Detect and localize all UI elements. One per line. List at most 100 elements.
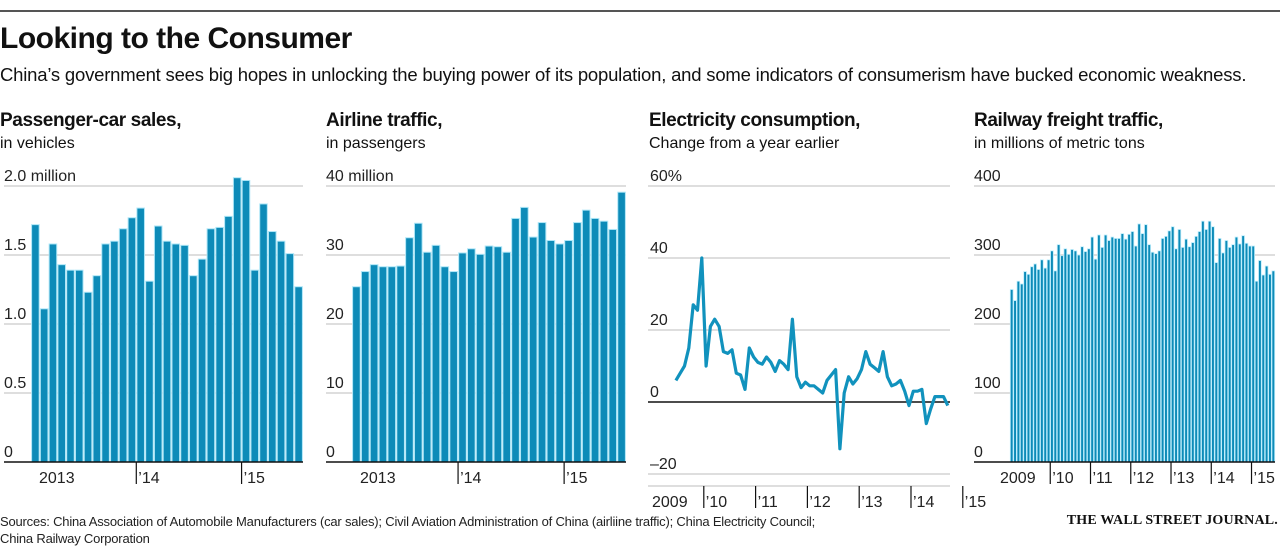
bar xyxy=(1160,238,1165,463)
x-tick-label: ’15 xyxy=(566,470,587,487)
bar xyxy=(127,217,137,463)
bar xyxy=(422,251,432,463)
bar xyxy=(1130,231,1135,463)
bar xyxy=(590,217,600,463)
bar xyxy=(617,191,626,463)
bar xyxy=(1107,240,1111,463)
bar xyxy=(83,291,93,463)
bar xyxy=(440,266,450,463)
y-tick-label: 60% xyxy=(650,168,682,185)
bar xyxy=(101,243,110,463)
electricity-consumption-chart: –20 0 20 40 60% 2009 ’10 ’11 ’12 ’13 ’14 ’15 xyxy=(648,168,986,511)
bar xyxy=(1110,236,1115,463)
x-tick-label: ’14 xyxy=(1213,470,1234,487)
sources-line-2: China Railway Corporation xyxy=(0,531,150,546)
bar xyxy=(1204,229,1209,463)
bar xyxy=(1227,247,1232,463)
bar xyxy=(1154,253,1158,463)
bar xyxy=(1238,243,1242,463)
top-rule xyxy=(0,10,1280,12)
y-tick-label: 20 xyxy=(650,312,668,329)
bar xyxy=(1234,236,1239,463)
bar xyxy=(1214,262,1219,463)
bar xyxy=(1268,273,1272,463)
bar xyxy=(1097,234,1101,463)
bar xyxy=(369,264,379,463)
bar xyxy=(1013,300,1017,463)
bar xyxy=(66,269,75,463)
bar xyxy=(1066,253,1071,463)
bar xyxy=(1063,248,1068,463)
bar xyxy=(1147,244,1151,463)
bar xyxy=(1251,245,1255,463)
bar xyxy=(1060,255,1064,463)
bar xyxy=(276,240,286,463)
y-tick-label: –20 xyxy=(650,456,677,473)
bar xyxy=(599,220,609,463)
x-tick-label: ’14 xyxy=(460,470,481,487)
bar xyxy=(294,286,303,463)
bar xyxy=(1211,226,1215,463)
bar xyxy=(475,253,485,463)
bar xyxy=(1221,252,1225,463)
x-tick-label: ’14 xyxy=(138,470,159,487)
bar xyxy=(1207,220,1212,463)
y-tick-label: 40 million xyxy=(326,168,394,185)
bar xyxy=(458,252,467,463)
bar xyxy=(1087,248,1091,463)
bar xyxy=(162,240,172,463)
bar xyxy=(537,222,547,463)
bar xyxy=(1073,250,1078,463)
bar xyxy=(528,236,538,463)
rail-chart-subtitle: in millions of metric tons xyxy=(974,135,1145,152)
bar xyxy=(1050,250,1054,463)
x-tick-label: ’10 xyxy=(1052,470,1073,487)
y-tick-label: 200 xyxy=(974,306,1001,323)
bar xyxy=(1040,259,1044,463)
car-chart-title: Passenger-car sales, xyxy=(0,110,182,131)
bar xyxy=(57,264,66,463)
bar xyxy=(1231,244,1235,463)
bar xyxy=(241,179,251,463)
bar xyxy=(467,248,476,463)
bar xyxy=(1254,280,1259,463)
bar xyxy=(1023,271,1027,463)
rail-chart-title: Railway freight traffic, xyxy=(974,110,1163,131)
bar xyxy=(1036,269,1041,463)
bar xyxy=(206,228,216,463)
bar xyxy=(1026,273,1031,463)
bar xyxy=(1103,234,1108,463)
bar xyxy=(1167,230,1172,463)
bar xyxy=(1090,236,1094,463)
bar xyxy=(197,258,207,463)
bar xyxy=(1080,246,1084,463)
bar xyxy=(1241,235,1245,463)
bar xyxy=(1261,274,1266,463)
x-tick-label: ’12 xyxy=(809,494,830,511)
bar xyxy=(39,308,49,463)
sources-note: Sources: China Association of Automobile… xyxy=(0,513,815,547)
bar xyxy=(1127,233,1131,463)
bar xyxy=(268,231,277,463)
bar xyxy=(1046,259,1051,463)
bar xyxy=(405,237,414,463)
bar xyxy=(378,266,388,463)
bar xyxy=(1043,267,1047,463)
bar xyxy=(110,240,119,463)
bar xyxy=(1144,224,1148,463)
bar xyxy=(1083,251,1088,463)
sources-line-1: Sources: China Association of Automobile… xyxy=(0,514,816,529)
bar xyxy=(1258,260,1262,463)
bar xyxy=(215,226,224,463)
bar xyxy=(136,207,145,463)
bar xyxy=(180,244,189,463)
bar xyxy=(1224,240,1229,463)
bar xyxy=(1134,245,1138,463)
y-tick-label: 1.5 xyxy=(4,237,26,254)
y-tick-label: 0 xyxy=(650,384,659,401)
bar xyxy=(1120,233,1125,463)
bar xyxy=(546,240,556,463)
x-tick-label: 2013 xyxy=(39,470,75,487)
car-chart-subtitle: in vehicles xyxy=(0,135,75,152)
elec-chart-title: Electricity consumption, xyxy=(649,110,861,131)
